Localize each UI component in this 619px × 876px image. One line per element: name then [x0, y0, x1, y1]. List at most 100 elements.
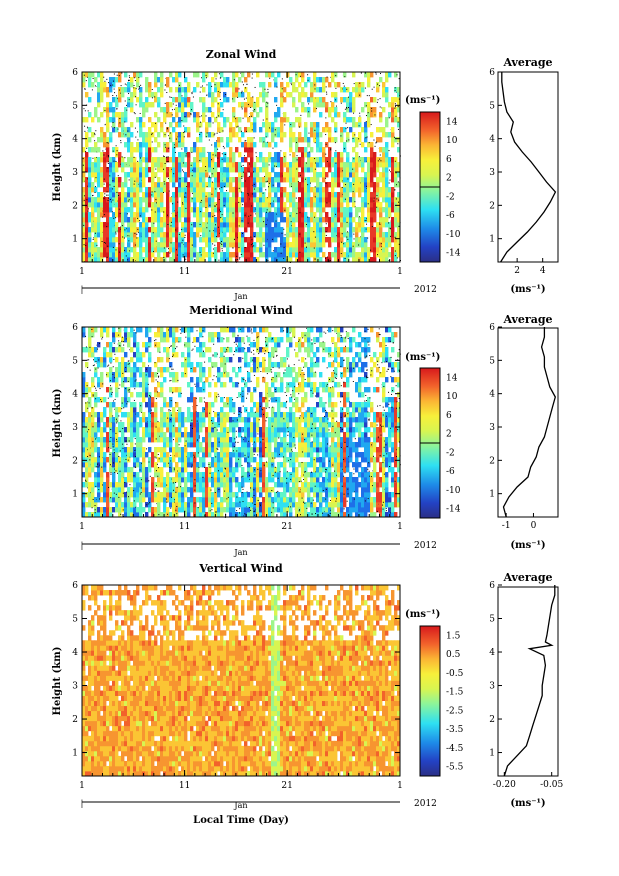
heatmap-cell	[91, 182, 95, 188]
contour-dot	[208, 176, 210, 178]
heatmap-cell	[175, 177, 179, 183]
contour-dot	[171, 114, 173, 116]
heatmap-cell	[205, 172, 209, 178]
contour-dot	[103, 241, 105, 243]
heatmap-cell	[106, 227, 110, 233]
heatmap-cell	[172, 197, 176, 203]
heatmap-cell	[175, 217, 179, 223]
heatmap-cell	[349, 187, 353, 193]
contour-dot	[314, 84, 316, 86]
heatmap-cell	[124, 392, 128, 398]
heatmap-cell	[394, 237, 398, 243]
heatmap-cell	[241, 222, 245, 228]
heatmap-cell	[115, 97, 119, 103]
heatmap-cell	[208, 117, 212, 123]
heatmap-cell	[85, 502, 89, 508]
heatmap-cell	[175, 157, 179, 163]
heatmap-cell	[367, 167, 371, 173]
contour-dot	[184, 234, 186, 236]
heatmap-cell	[289, 192, 293, 198]
heatmap-cell	[145, 472, 149, 478]
contour-dot	[173, 468, 175, 470]
heatmap-cell	[88, 77, 92, 83]
heatmap-cell	[124, 337, 128, 343]
heatmap-cell	[394, 247, 398, 253]
heatmap-cell	[208, 82, 212, 88]
heatmap-cell	[97, 207, 101, 213]
heatmap-cell	[88, 127, 92, 133]
heatmap-cell	[397, 207, 401, 213]
heatmap-cell	[343, 192, 347, 198]
heatmap-cell	[316, 132, 320, 138]
heatmap-cell	[316, 177, 320, 183]
heatmap-cell	[280, 257, 284, 263]
heatmap-cell	[136, 72, 140, 78]
heatmap-cell	[229, 207, 233, 213]
heatmap-cell	[112, 417, 116, 423]
heatmap-cell	[175, 137, 179, 143]
heatmap-cell	[109, 247, 113, 253]
heatmap-cell	[160, 127, 164, 133]
heatmap-cell	[181, 212, 185, 218]
heatmap-cell	[163, 107, 167, 113]
heatmap-cell	[358, 252, 362, 258]
heatmap-cell	[97, 457, 101, 463]
contour-dot	[106, 191, 108, 193]
heatmap-cell	[127, 217, 131, 223]
heatmap-cell	[340, 127, 344, 133]
contour-dot	[298, 126, 300, 128]
heatmap-cell	[289, 162, 293, 168]
heatmap-cell	[157, 142, 161, 148]
heatmap-cell	[298, 222, 302, 228]
heatmap-cell	[286, 192, 290, 198]
contour-dot	[134, 127, 136, 129]
heatmap-cell	[268, 192, 272, 198]
heatmap-cell	[286, 242, 290, 248]
contour-dot	[155, 426, 157, 428]
heatmap-cell	[82, 347, 86, 353]
heatmap-cell	[175, 162, 179, 168]
heatmap-cell	[160, 202, 164, 208]
heatmap-cell	[109, 497, 113, 503]
contour-dot	[211, 85, 213, 87]
heatmap-cell	[142, 132, 146, 138]
contour-dot	[146, 448, 148, 450]
contour-dot	[216, 204, 218, 206]
heatmap-cell	[205, 107, 209, 113]
heatmap-cell	[391, 192, 395, 198]
heatmap-cell	[322, 192, 326, 198]
heatmap-cell	[394, 232, 398, 238]
contour-dot	[232, 212, 234, 214]
heatmap-cell	[115, 497, 119, 503]
heatmap-cell	[127, 172, 131, 178]
heatmap-cell	[190, 412, 194, 418]
contour-dot	[118, 251, 120, 253]
heatmap-cell	[250, 217, 254, 223]
heatmap-cell	[157, 167, 161, 173]
heatmap-cell	[349, 107, 353, 113]
heatmap-cell	[130, 122, 134, 128]
heatmap-cell	[112, 432, 116, 438]
contour-dot	[233, 116, 235, 118]
contour-dot	[124, 83, 126, 85]
heatmap-cell	[385, 247, 389, 253]
heatmap-cell	[127, 252, 131, 258]
heatmap-cell	[118, 72, 122, 78]
contour-dot	[138, 86, 140, 88]
contour-dot	[184, 344, 186, 346]
heatmap-cell	[121, 237, 125, 243]
heatmap-cell	[385, 122, 389, 128]
heatmap-cell	[187, 247, 191, 253]
heatmap-cell	[88, 242, 92, 248]
heatmap-cell	[202, 112, 206, 118]
heatmap-cell	[334, 247, 338, 253]
heatmap-cell	[136, 447, 140, 453]
contour-dot	[121, 340, 123, 342]
heatmap-cell	[274, 187, 278, 193]
heatmap-cell	[295, 257, 299, 263]
contour-dot	[120, 92, 122, 94]
heatmap-cell	[190, 227, 194, 233]
contour-dot	[110, 447, 112, 449]
heatmap-cell	[91, 427, 95, 433]
heatmap-cell	[223, 237, 227, 243]
